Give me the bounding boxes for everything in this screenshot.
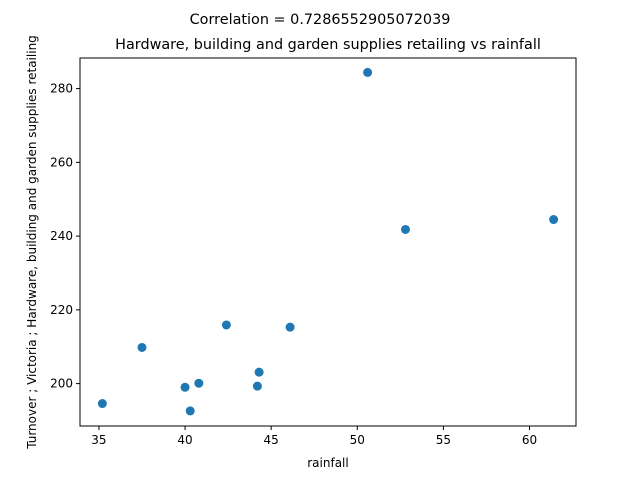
y-axis-ticks: 200 220 240 260 280 [50, 82, 80, 391]
y-axis-label: Turnover ; Victoria ; Hardware, building… [25, 35, 39, 450]
y-tick-label: 240 [50, 229, 73, 243]
chart-suptitle: Correlation = 0.7286552905072039 [190, 12, 451, 28]
chart-title: Hardware, building and garden supplies r… [115, 37, 541, 53]
scatter-point [185, 406, 195, 416]
x-tick-label: 45 [264, 433, 279, 447]
scatter-point [194, 378, 204, 388]
scatter-point [285, 322, 295, 332]
scatter-point [252, 381, 262, 391]
scatter-point [363, 67, 373, 77]
scatter-point [180, 382, 190, 392]
scatter-point [137, 342, 147, 352]
scatter-point [401, 224, 410, 234]
scatter-point [97, 399, 107, 409]
scatter-point [221, 320, 231, 330]
scatter-points [97, 67, 559, 416]
x-tick-label: 40 [177, 433, 192, 447]
scatter-point [254, 367, 264, 377]
y-tick-label: 200 [50, 377, 73, 391]
x-tick-label: 50 [350, 433, 365, 447]
plot-area [80, 58, 576, 426]
y-tick-label: 280 [50, 82, 73, 96]
x-axis-label: rainfall [307, 456, 348, 470]
plot-frame [79, 57, 577, 427]
x-tick-label: 55 [436, 433, 451, 447]
y-tick-label: 220 [50, 303, 73, 317]
y-tick-label: 260 [50, 155, 73, 169]
scatter-point [549, 215, 559, 225]
x-axis-ticks: 35 40 45 50 55 60 [91, 426, 537, 447]
x-tick-label: 35 [91, 433, 106, 447]
x-tick-label: 60 [522, 433, 537, 447]
